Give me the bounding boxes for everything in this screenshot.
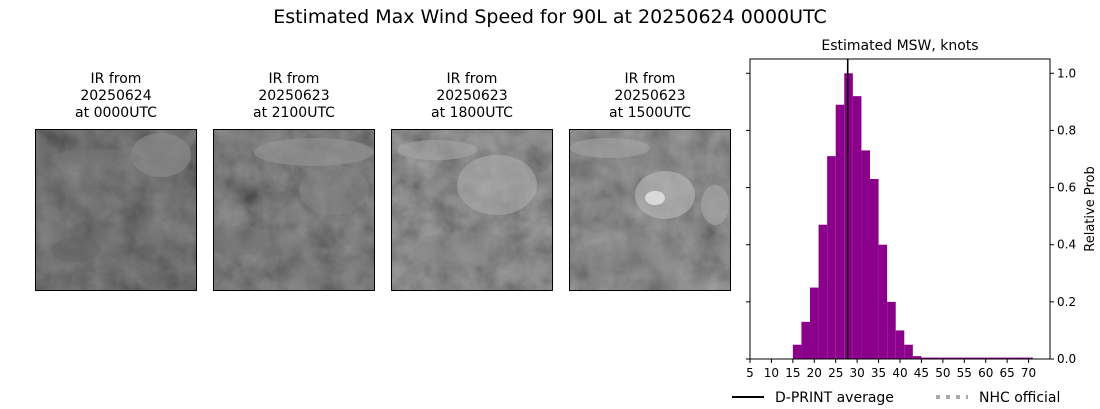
histogram-bar	[887, 301, 896, 359]
histogram-bar	[1024, 357, 1033, 359]
x-tick-label: 50	[935, 366, 950, 380]
chart-title: Estimated MSW, knots	[821, 38, 978, 54]
ir-satellite-image	[35, 129, 197, 291]
ir-panel-title: IR from 20250623 at 1800UTC	[391, 71, 553, 122]
histogram-bar	[870, 179, 879, 359]
histogram-bar	[964, 357, 973, 359]
y-axis-ticks: 0.0 0.2 0.4 0.6 0.8 1.0	[746, 66, 1076, 366]
ir-title-time: at 1500UTC	[609, 105, 691, 121]
x-tick-label: 20	[807, 366, 822, 380]
ir-panel-title: IR from 20250623 at 1500UTC	[569, 71, 731, 122]
figure-title: Estimated Max Wind Speed for 90L at 2025…	[273, 6, 827, 28]
y-tick-label: 0.4	[1057, 238, 1076, 252]
ir-title-date: 20250624	[80, 88, 152, 104]
y-tick-label: 0.0	[1057, 352, 1076, 366]
ir-panel-title: IR from 20250623 at 2100UTC	[213, 71, 375, 122]
x-tick-label: 70	[1021, 366, 1036, 380]
histogram-bar	[792, 344, 802, 359]
histogram-bar	[947, 357, 956, 359]
histogram-bar	[998, 357, 1008, 359]
histogram-bar	[878, 244, 888, 359]
x-axis-ticks: 5 10 15 20 25 30 35 40 45 50 55 60 65 70	[746, 359, 1036, 380]
y-tick-label: 1.0	[1057, 66, 1076, 80]
histogram-bar	[827, 156, 836, 359]
ir-title-date: 20250623	[436, 88, 508, 104]
ir-title-line: IR from	[268, 71, 320, 87]
histogram-bars	[792, 73, 1033, 360]
x-tick-label: 25	[828, 366, 843, 380]
ir-title-line: IR from	[624, 71, 676, 87]
histogram-bar	[801, 321, 810, 359]
histogram-bar	[981, 357, 990, 359]
histogram-bar	[810, 287, 819, 359]
histogram-bar	[972, 357, 982, 359]
ir-title-line: IR from	[446, 71, 498, 87]
ir-title-date: 20250623	[258, 88, 330, 104]
x-tick-label: 45	[914, 366, 929, 380]
histogram-bar	[1015, 357, 1025, 359]
histogram-bar	[844, 73, 853, 360]
x-tick-label: 5	[746, 366, 754, 380]
histogram-bar	[990, 357, 999, 359]
histogram-bar	[895, 330, 905, 359]
ir-title-date: 20250623	[614, 88, 686, 104]
legend-label: D-PRINT average	[775, 390, 894, 406]
y-tick-label: 0.6	[1057, 181, 1076, 195]
x-tick-label: 30	[850, 366, 865, 380]
x-tick-label: 10	[764, 366, 779, 380]
y-axis-label: Relative Prob	[1083, 166, 1098, 251]
ir-title-time: at 2100UTC	[253, 105, 335, 121]
histogram-bar	[938, 357, 948, 359]
x-tick-label: 40	[892, 366, 907, 380]
x-tick-label: 65	[1000, 366, 1015, 380]
legend: D-PRINT average NHC official	[732, 390, 1060, 406]
histogram-bar	[818, 224, 828, 359]
ir-title-time: at 0000UTC	[75, 105, 157, 121]
histogram-bar	[921, 357, 930, 359]
legend-label: NHC official	[979, 390, 1060, 406]
plot-frame	[749, 58, 1051, 360]
histogram-bar	[852, 96, 862, 360]
histogram-bar	[861, 150, 870, 359]
ir-panel-title: IR from 20250624 at 0000UTC	[35, 71, 197, 122]
histogram-bar	[1007, 357, 1016, 359]
ir-satellite-image	[391, 129, 553, 291]
x-tick-label: 15	[785, 366, 800, 380]
x-tick-label: 35	[871, 366, 886, 380]
y-tick-label: 0.8	[1057, 123, 1076, 137]
ir-satellite-image	[569, 129, 731, 291]
ir-title-time: at 1800UTC	[431, 105, 513, 121]
histogram-bar	[930, 357, 939, 359]
ir-title-line: IR from	[90, 71, 142, 87]
x-tick-label: 55	[957, 366, 972, 380]
x-tick-label: 60	[978, 366, 993, 380]
histogram-bar	[955, 357, 965, 359]
ir-satellite-image	[213, 129, 375, 291]
y-tick-label: 0.2	[1057, 295, 1076, 309]
histogram-bar	[912, 356, 922, 359]
histogram-bar	[904, 344, 913, 359]
histogram-bar	[835, 104, 845, 359]
